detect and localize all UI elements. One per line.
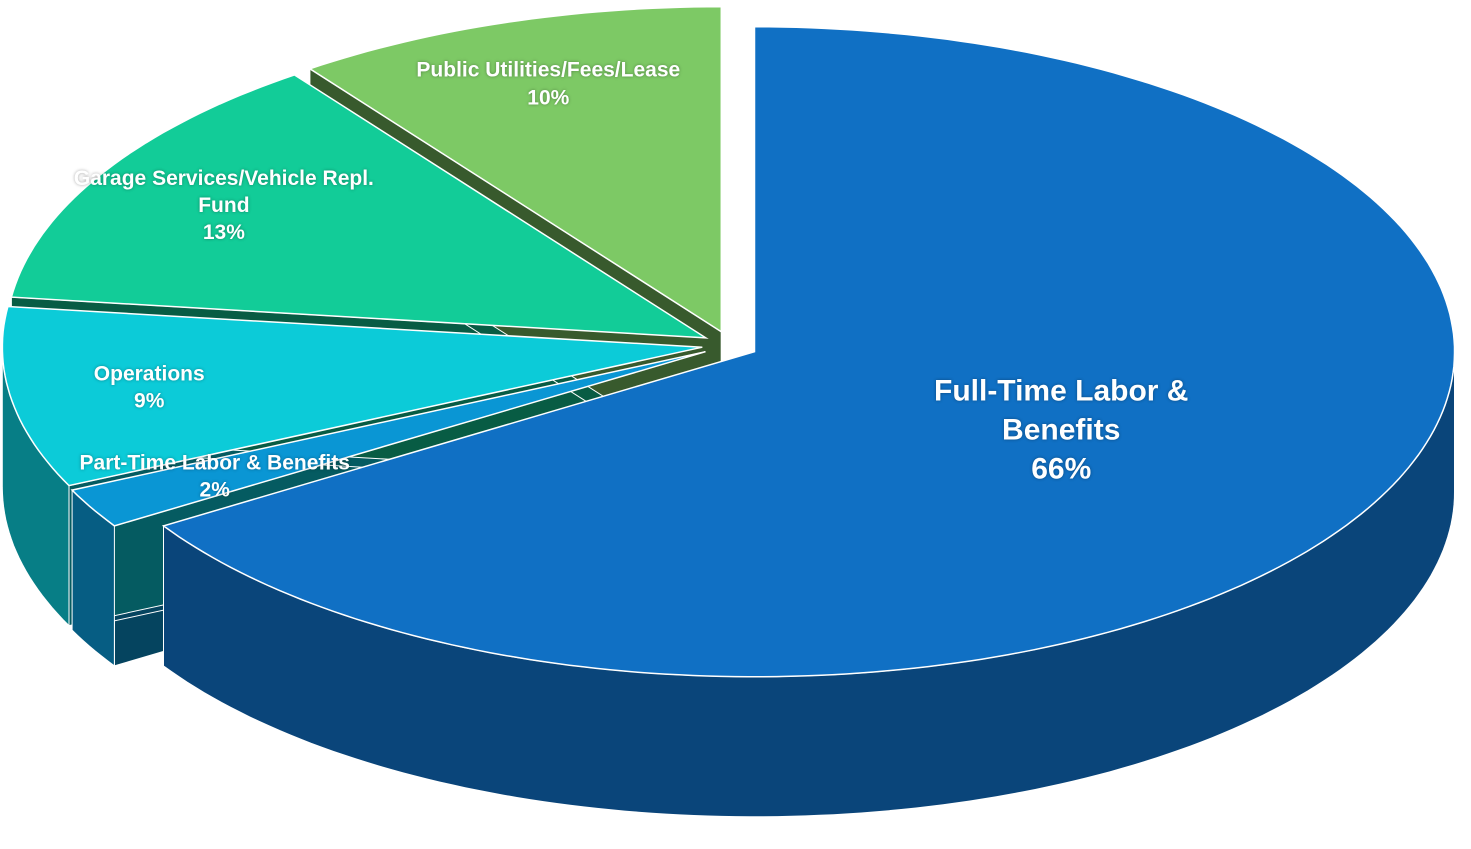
slice bbox=[10, 74, 709, 339]
slice-value: 10% bbox=[527, 86, 570, 110]
data-label: Full-Time Labor & Benefits 66% bbox=[901, 372, 1221, 489]
slice-value: 2% bbox=[199, 479, 230, 502]
slice-name: Operations bbox=[93, 362, 205, 386]
slice-value: 9% bbox=[134, 389, 165, 413]
data-label: Garage Services/Vehicle Repl. Fund 13% bbox=[64, 165, 384, 247]
slice-value: 13% bbox=[202, 221, 245, 245]
slice bbox=[1, 305, 703, 487]
slice bbox=[308, 5, 723, 334]
slice-value: 66% bbox=[1031, 452, 1092, 486]
slice-name: Garage Services/Vehicle Repl. Fund bbox=[73, 166, 374, 217]
slice-name: Public Utilities/Fees/Lease bbox=[416, 59, 681, 83]
slice bbox=[161, 25, 1456, 678]
data-label: Part-Time Labor & Benefits 2% bbox=[55, 450, 375, 505]
slice-tops bbox=[1, 5, 1456, 678]
data-label: Operations 9% bbox=[0, 361, 309, 416]
slice-name: Part-Time Labor & Benefits bbox=[79, 451, 350, 475]
slice bbox=[70, 350, 706, 527]
slice-name: Full-Time Labor & Benefits bbox=[934, 374, 1189, 447]
data-label: Public Utilities/Fees/Lease 10% bbox=[388, 57, 708, 112]
